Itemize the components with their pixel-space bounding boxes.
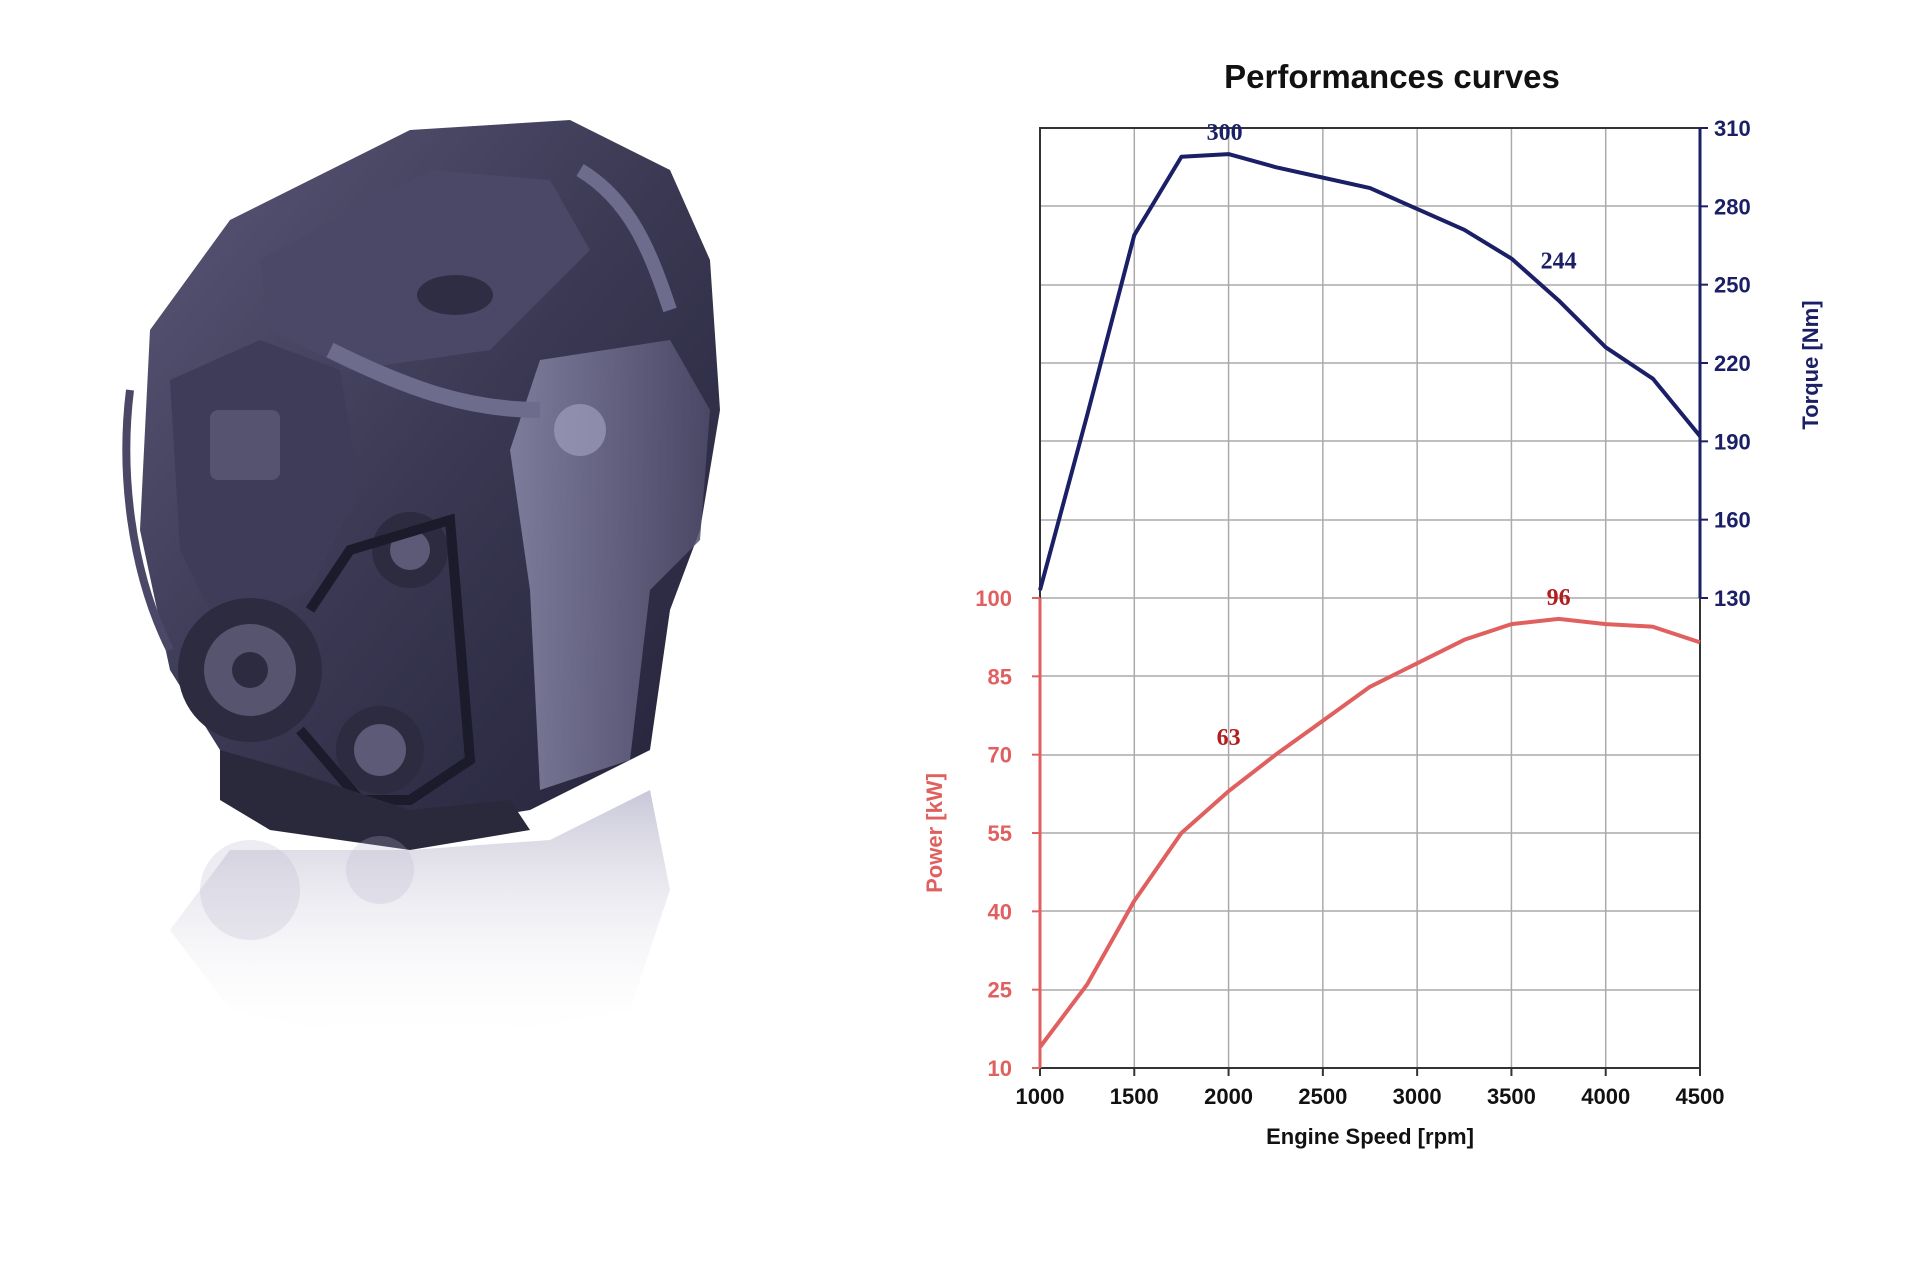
- power-tick-label: 70: [988, 743, 1012, 768]
- x-tick-label: 1500: [1110, 1084, 1159, 1109]
- torque-axis-ticks: 130 160 190 220 250 280 310: [1700, 116, 1751, 611]
- torque-tick-label: 220: [1714, 351, 1751, 376]
- torque-axis-label: Torque [Nm]: [1798, 300, 1823, 429]
- torque-tick-label: 160: [1714, 508, 1751, 533]
- power-tick-label: 25: [988, 978, 1012, 1003]
- grid-lines: [1039, 127, 1701, 1069]
- x-tick-label: 1000: [1016, 1084, 1065, 1109]
- x-tick-label: 3000: [1393, 1084, 1442, 1109]
- power-tick-label: 10: [988, 1056, 1012, 1081]
- x-tick-label: 4500: [1676, 1084, 1725, 1109]
- torque-tick-label: 190: [1714, 429, 1751, 454]
- torque-tick-label: 280: [1714, 194, 1751, 219]
- power-tick-label: 100: [975, 586, 1012, 611]
- engine-illustration: [122, 120, 720, 1050]
- x-tick-label: 3500: [1487, 1084, 1536, 1109]
- series-lines: [1038, 152, 1702, 1049]
- power-tick-label: 85: [988, 664, 1012, 689]
- torque-tick-label: 130: [1714, 586, 1751, 611]
- annotation-label: 244: [1541, 248, 1577, 274]
- power-axis-label: Power [kW]: [922, 773, 947, 893]
- x-tick-label: 2500: [1298, 1084, 1347, 1109]
- x-axis-ticks: 1000 1500 2000 2500 3000 3500 4000 4500: [1016, 1068, 1725, 1109]
- torque-tick-label: 310: [1714, 116, 1751, 141]
- annotation-label: 96: [1547, 585, 1571, 611]
- torque-tick-label: 250: [1714, 273, 1751, 298]
- power-series-line: [1038, 616, 1701, 1049]
- x-tick-label: 4000: [1581, 1084, 1630, 1109]
- torque-series-line: [1038, 152, 1702, 591]
- x-tick-label: 2000: [1204, 1084, 1253, 1109]
- power-tick-label: 55: [988, 821, 1012, 846]
- data-annotations: 300 244 96 63: [1207, 120, 1577, 751]
- annotation-label: 63: [1217, 725, 1241, 751]
- power-tick-label: 40: [988, 899, 1012, 924]
- power-axis-ticks: 10 25 40 55 70 85 100: [975, 586, 1040, 1081]
- annotation-label: 300: [1207, 120, 1243, 146]
- x-axis-label: Engine Speed [rpm]: [1266, 1124, 1474, 1149]
- chart-title: Performances curves: [1224, 58, 1560, 95]
